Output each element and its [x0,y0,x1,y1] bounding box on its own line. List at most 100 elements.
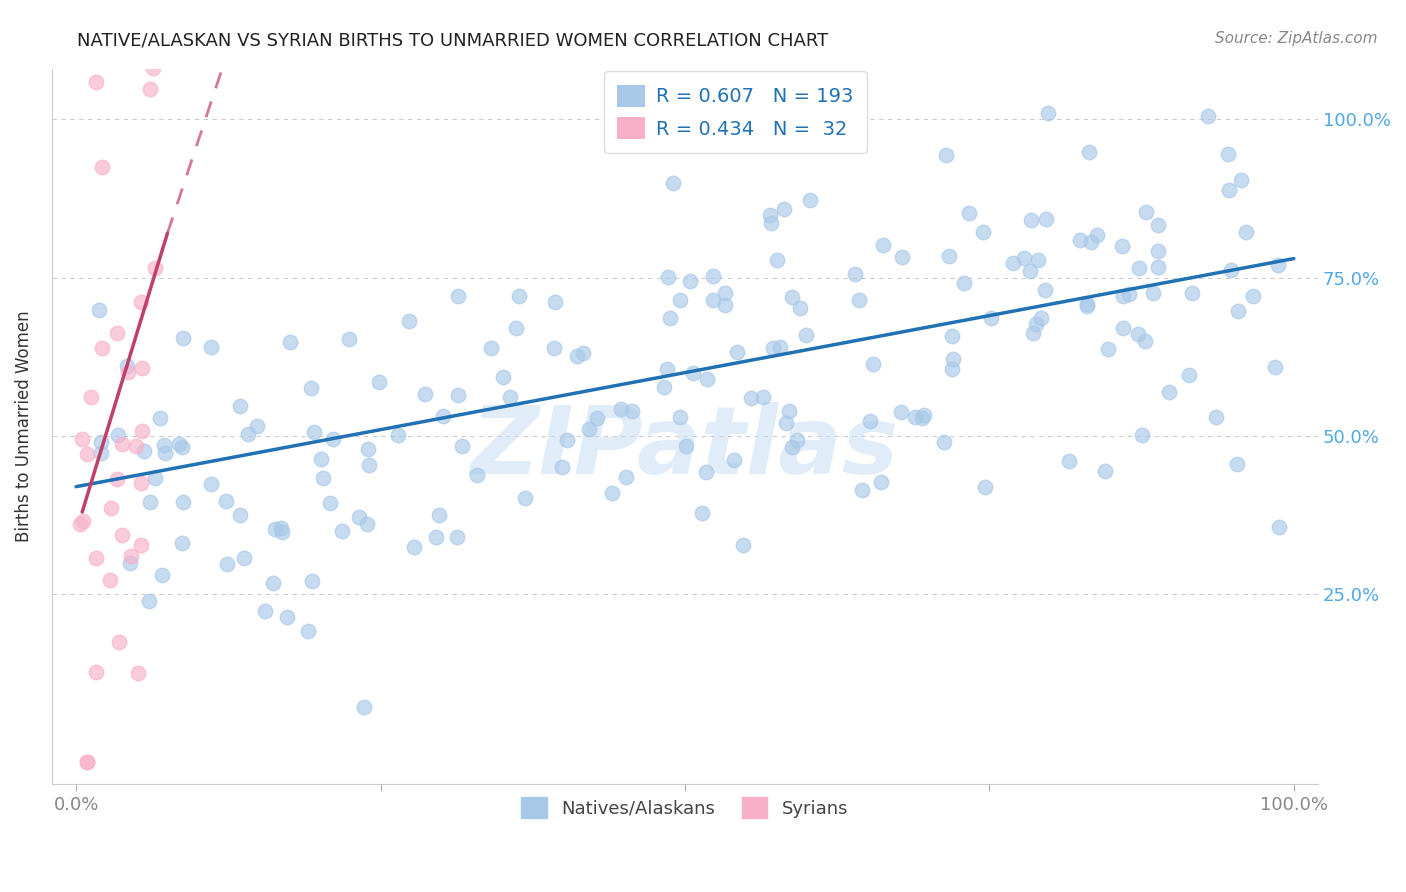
Point [780,290,803,304]
Point [911,410,934,425]
Point [1142,285,1164,300]
Point [555,433,578,447]
Point [1234,225,1257,239]
Point [1216,146,1239,161]
Point [84,75,107,89]
Point [1159,384,1181,399]
Point [153,446,176,460]
Point [957,206,980,220]
Point [768,340,790,354]
Point [139,82,162,96]
Point [72,514,94,528]
Point [115,359,138,373]
Point [79,391,101,405]
Point [228,508,250,522]
Point [398,313,420,327]
Point [1035,211,1057,226]
Legend: Natives/Alaskans, Syrians: Natives/Alaskans, Syrians [515,790,856,825]
Point [270,524,292,539]
Point [751,390,773,404]
Point [713,297,735,311]
Point [862,357,884,371]
Point [108,635,131,649]
Point [278,335,301,350]
Point [799,108,821,122]
Point [980,310,1002,325]
Point [932,435,955,450]
Point [215,557,238,571]
Point [551,459,574,474]
Point [87,302,110,317]
Point [90,341,112,355]
Point [1094,464,1116,478]
Point [229,399,252,413]
Point [70,432,93,446]
Point [759,216,782,230]
Point [731,537,754,551]
Point [451,439,474,453]
Point [1012,251,1035,265]
Point [107,427,129,442]
Point [357,458,380,472]
Point [215,494,238,508]
Point [172,536,194,550]
Text: ZIPatlas: ZIPatlas [471,402,898,494]
Point [139,494,162,508]
Point [1227,303,1250,318]
Point [942,351,965,366]
Point [100,500,122,515]
Point [668,293,690,307]
Point [935,148,957,162]
Point [759,208,782,222]
Point [337,333,360,347]
Point [1130,428,1153,442]
Point [695,465,717,479]
Point [1197,109,1219,123]
Point [76,755,98,769]
Point [775,416,797,430]
Point [353,699,375,714]
Point [657,269,679,284]
Point [120,549,142,563]
Point [387,428,409,442]
Point [301,574,323,589]
Point [1078,145,1101,159]
Point [657,362,679,376]
Point [513,491,536,505]
Point [1025,317,1047,331]
Point [253,603,276,617]
Point [904,410,927,425]
Point [973,480,995,494]
Point [427,508,450,523]
Point [86,551,108,566]
Point [432,409,454,423]
Point [600,485,623,500]
Point [425,530,447,544]
Point [302,425,325,439]
Point [702,268,724,283]
Point [912,408,935,422]
Point [668,109,690,123]
Point [131,360,153,375]
Point [725,345,748,359]
Point [1229,172,1251,186]
Point [299,381,322,395]
Point [1126,327,1149,342]
Point [347,510,370,524]
Point [149,410,172,425]
Point [129,294,152,309]
Text: Source: ZipAtlas.com: Source: ZipAtlas.com [1215,31,1378,46]
Y-axis label: Births to Unmarried Women: Births to Unmarried Women [15,310,32,542]
Point [1022,326,1045,341]
Point [127,666,149,681]
Point [972,226,994,240]
Point [723,453,745,467]
Point [297,624,319,639]
Point [1031,310,1053,325]
Point [492,369,515,384]
Point [848,293,870,308]
Point [702,293,724,308]
Point [1218,183,1240,197]
Point [262,576,284,591]
Point [1076,300,1098,314]
